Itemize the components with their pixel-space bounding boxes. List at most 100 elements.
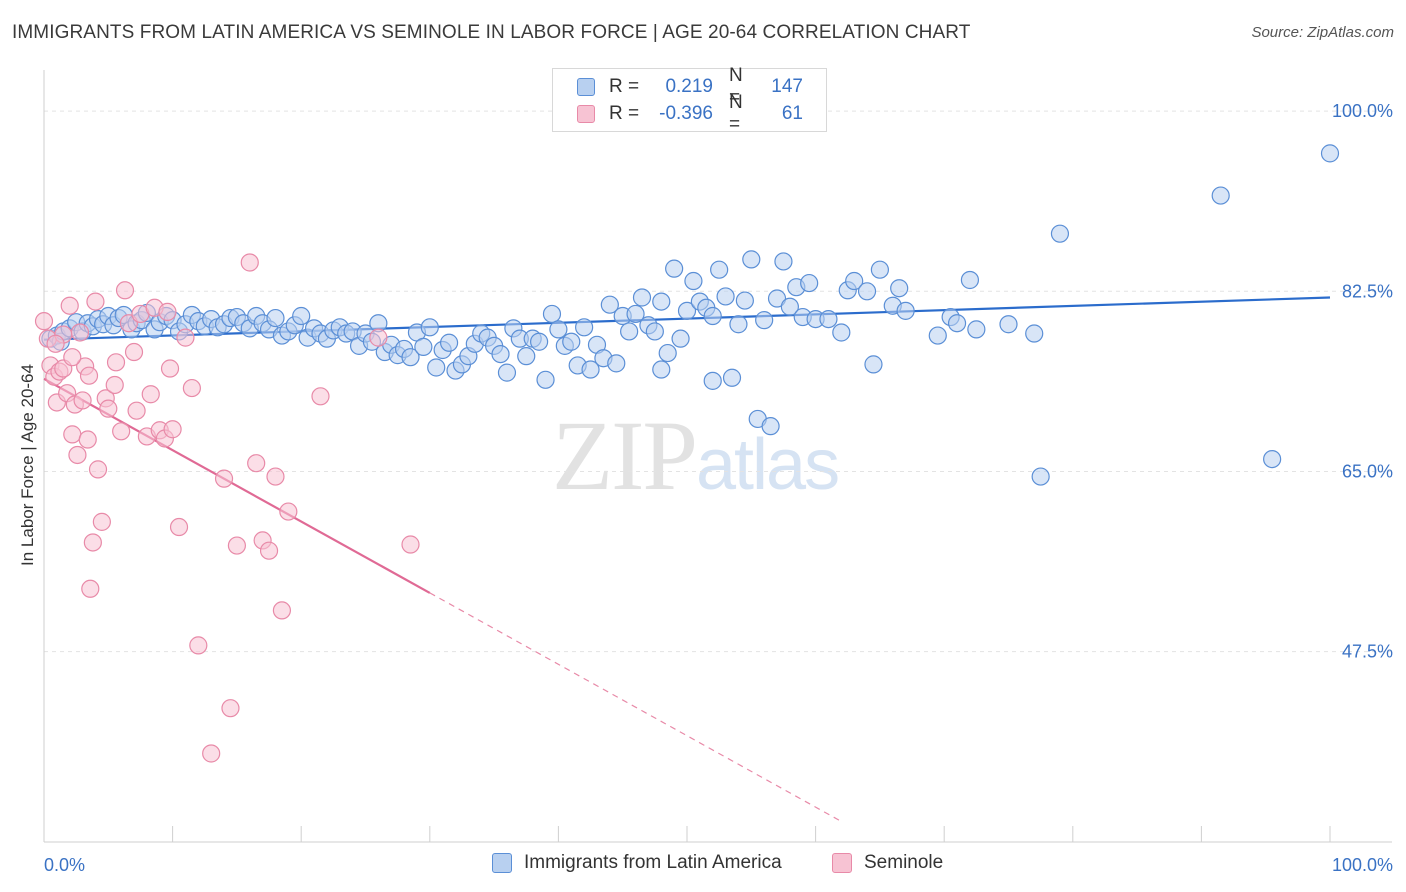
point-latin-america: [800, 273, 819, 293]
legend-n-value: 147: [771, 76, 803, 97]
correlation-legend: R = 0.219 N = 147 R = -0.396 N = 61: [552, 65, 827, 135]
point-seminole: [115, 281, 135, 300]
point-latin-america: [530, 332, 549, 351]
point-latin-america: [722, 368, 742, 387]
point-latin-america: [729, 315, 748, 334]
point-latin-america: [677, 301, 697, 320]
point-seminole: [227, 536, 246, 555]
point-latin-america: [819, 309, 838, 329]
point-seminole: [169, 517, 189, 537]
y-axis-label: In Labor Force | Age 20-64: [18, 364, 37, 566]
point-seminole: [92, 512, 111, 531]
point-seminole: [272, 601, 292, 620]
point-seminole: [279, 502, 298, 521]
point-latin-america: [947, 314, 967, 333]
point-latin-america: [967, 320, 986, 339]
point-latin-america: [755, 311, 774, 330]
point-latin-america: [999, 315, 1018, 334]
point-latin-america: [266, 308, 285, 328]
point-latin-america: [1320, 144, 1340, 163]
series-legend-latin-america: Immigrants from Latin America: [492, 852, 782, 874]
x-tick-label-max: 100.0%: [1332, 855, 1393, 875]
point-latin-america: [896, 301, 915, 320]
point-seminole: [63, 425, 82, 444]
point-latin-america: [761, 417, 780, 436]
point-latin-america: [703, 306, 722, 326]
point-latin-america: [658, 343, 677, 363]
point-seminole: [124, 342, 144, 362]
point-latin-america: [652, 292, 671, 311]
series-swatch-latin-america: [492, 853, 512, 873]
point-latin-america: [960, 270, 980, 290]
point-latin-america: [581, 360, 600, 379]
point-seminole: [247, 454, 266, 473]
y-tick-label: 65.0%: [1342, 461, 1393, 481]
point-latin-america: [292, 306, 311, 326]
point-latin-america: [1031, 467, 1050, 486]
point-latin-america: [716, 287, 735, 306]
point-latin-america: [562, 332, 581, 351]
point-latin-america: [626, 304, 645, 324]
series-legend: Immigrants from Latin America Seminole: [0, 852, 1406, 878]
point-seminole: [99, 399, 118, 418]
legend-r-value: 0.219: [665, 76, 713, 97]
point-seminole: [81, 579, 100, 598]
legend-swatch-seminole: [577, 105, 595, 123]
point-latin-america: [652, 360, 671, 379]
point-latin-america: [420, 318, 439, 337]
point-latin-america: [684, 271, 703, 291]
point-latin-america: [620, 322, 639, 341]
point-latin-america: [542, 304, 562, 324]
legend-swatch-latin-america: [577, 78, 595, 96]
point-seminole: [86, 292, 105, 311]
point-seminole: [83, 533, 102, 552]
point-latin-america: [780, 297, 799, 316]
point-latin-america: [774, 252, 793, 271]
point-latin-america: [414, 337, 433, 356]
axes: [43, 70, 1392, 843]
point-seminole: [160, 359, 180, 378]
point-latin-america: [439, 333, 459, 352]
point-latin-america: [857, 282, 877, 301]
point-seminole: [189, 636, 208, 655]
point-latin-america: [928, 326, 947, 345]
legend-n-value: 61: [781, 103, 803, 124]
x-tick-labels: 0.0% 100.0%: [44, 855, 1393, 875]
source-label: Source: ZipAtlas.com: [1251, 24, 1394, 41]
point-seminole: [163, 420, 182, 439]
point-seminole: [311, 387, 330, 406]
point-latin-america: [1025, 324, 1044, 343]
data-points: [34, 144, 1340, 763]
point-latin-america: [767, 289, 787, 308]
point-seminole: [88, 460, 108, 479]
point-latin-america: [1211, 186, 1230, 205]
point-seminole: [158, 302, 177, 321]
point-seminole: [266, 467, 285, 486]
watermark-zip: ZIP: [552, 400, 698, 511]
point-seminole: [34, 312, 54, 331]
point-latin-america: [864, 355, 883, 374]
y-tick-label: 100.0%: [1332, 101, 1393, 121]
x-tick-label-min: 0.0%: [44, 855, 85, 875]
point-seminole: [141, 385, 160, 404]
point-seminole: [79, 366, 99, 385]
point-latin-america: [517, 347, 536, 366]
point-latin-america: [735, 291, 754, 310]
point-latin-america: [1263, 449, 1282, 469]
point-seminole: [176, 328, 195, 347]
trend-extension-1: [429, 592, 842, 822]
watermark: ZIPatlas: [552, 398, 840, 513]
point-seminole: [106, 353, 126, 372]
trend-lines: [43, 296, 1331, 822]
point-seminole: [68, 445, 87, 465]
series-legend-seminole: Seminole: [832, 852, 943, 874]
point-latin-america: [645, 322, 664, 341]
y-tick-label: 47.5%: [1342, 642, 1393, 662]
point-latin-america: [742, 250, 761, 269]
point-latin-america: [497, 363, 517, 382]
y-tick-labels: 47.5% 65.0% 82.5% 100.0%: [1332, 101, 1393, 661]
point-latin-america: [710, 260, 729, 279]
point-seminole: [78, 430, 97, 449]
point-latin-america: [632, 288, 652, 307]
